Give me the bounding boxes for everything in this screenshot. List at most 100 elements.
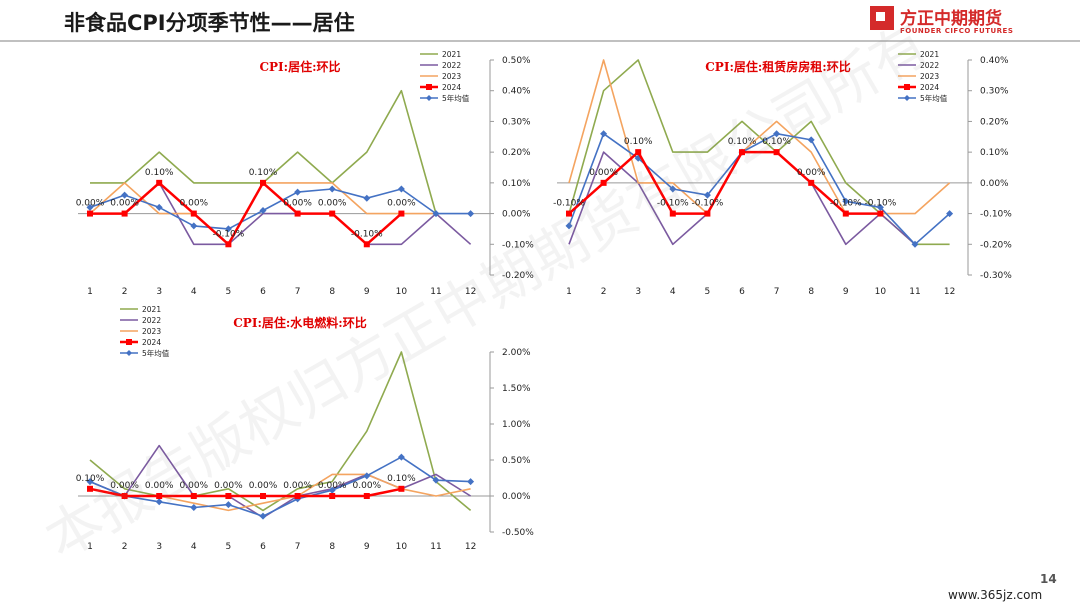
chart-title: CPI:居住:环比 xyxy=(259,59,340,74)
logo-text-cn: 方正中期期货 xyxy=(900,9,1002,29)
y-tick-label: 1.50% xyxy=(502,384,531,394)
data-label: 0.00% xyxy=(249,481,278,491)
y-tick-label: 0.30% xyxy=(980,87,1009,97)
x-tick-label: 11 xyxy=(430,287,441,297)
y-tick-label: 0.00% xyxy=(980,179,1009,189)
data-label: -0.10% xyxy=(691,199,723,209)
x-tick-label: 2 xyxy=(122,287,128,297)
series-point-2024 xyxy=(156,493,163,499)
x-tick-label: 8 xyxy=(808,287,814,297)
series-point-avg xyxy=(363,194,371,202)
series-point-2024 xyxy=(294,210,301,217)
x-tick-label: 7 xyxy=(295,287,301,297)
data-label: 0.00% xyxy=(145,481,174,491)
series-point-avg xyxy=(224,225,232,233)
x-tick-label: 2 xyxy=(122,542,128,552)
series-point-2024 xyxy=(739,149,745,156)
chart-2: CPI:居住:租赁房房租:环比 0.40% 0.30% 0.20% 0.10% 0.00%… xyxy=(553,50,1012,297)
x-tick-label: 3 xyxy=(156,287,162,297)
chart-1: CPI:居住:环比 0.50% 0.40% 0.30% 0.20% 0.10% 0.00% -… xyxy=(76,50,535,297)
legend-label-avg: 5年均值 xyxy=(920,93,948,103)
y-tick-label: 0.40% xyxy=(980,56,1009,66)
data-label: -0.10% xyxy=(657,199,689,209)
x-tick-label: 1 xyxy=(566,287,572,297)
series-point-2024 xyxy=(121,210,128,217)
x-tick-label: 5 xyxy=(226,287,232,297)
series-line-2024 xyxy=(568,150,881,215)
series-point-avg xyxy=(259,207,267,214)
series-point-2024 xyxy=(329,493,336,499)
series-point-2024 xyxy=(87,485,93,492)
series-point-avg xyxy=(155,203,163,211)
x-tick-label: 9 xyxy=(364,542,370,552)
x-tick-label: 6 xyxy=(260,287,266,297)
series-point-avg xyxy=(190,504,198,512)
series-point-avg xyxy=(294,188,302,196)
y-tick-label: -0.30% xyxy=(980,271,1012,281)
page-title: 非食品CPI分项季节性——居住 xyxy=(64,11,355,35)
x-tick-label: 9 xyxy=(843,287,849,297)
y-tick-label: 0.10% xyxy=(980,148,1009,158)
legend-marker xyxy=(426,84,432,90)
y-tick-label: 0.50% xyxy=(502,56,531,66)
data-label: -0.10% xyxy=(351,229,383,239)
series-point-2024 xyxy=(294,493,301,499)
series-line-avg xyxy=(89,456,471,517)
y-tick-label: -0.20% xyxy=(980,240,1012,250)
y-tick-label: 0.40% xyxy=(502,87,531,97)
y-tick-label: 1.00% xyxy=(502,420,531,430)
legend-label-2021: 2021 xyxy=(920,50,939,59)
x-tick-label: 6 xyxy=(260,542,266,552)
series-point-avg xyxy=(669,185,677,193)
data-label: 0.00% xyxy=(214,481,243,491)
x-tick-label: 12 xyxy=(465,287,476,297)
series-line-avg xyxy=(568,132,951,246)
legend-label-2023: 2023 xyxy=(142,327,161,336)
data-label: 0.00% xyxy=(797,168,826,178)
legend-label-2022: 2022 xyxy=(442,61,461,70)
y-tick-label: -0.20% xyxy=(502,271,534,281)
series-point-2024 xyxy=(225,241,232,248)
data-label: 0.10% xyxy=(249,168,278,178)
data-label: 0.10% xyxy=(76,474,105,484)
data-label: 0.00% xyxy=(110,481,139,491)
y-tick-label: 0.20% xyxy=(980,117,1009,127)
x-tick-label: 5 xyxy=(705,287,711,297)
data-label: 0.00% xyxy=(180,199,209,209)
x-tick-label: 4 xyxy=(191,287,197,297)
series-point-2024 xyxy=(225,493,232,499)
legend-label-2023: 2023 xyxy=(442,72,461,81)
series-point-avg xyxy=(363,472,371,480)
series-point-avg xyxy=(86,478,94,486)
series-point-2024 xyxy=(877,210,884,217)
series-line-2024 xyxy=(89,487,402,498)
series-point-avg xyxy=(190,222,198,230)
data-label: -0.10% xyxy=(830,199,862,209)
series-point-2024 xyxy=(669,210,676,217)
series-point-avg xyxy=(600,130,608,138)
legend-label-2021: 2021 xyxy=(142,305,161,314)
series-point-2024 xyxy=(566,210,572,217)
data-label: 0.00% xyxy=(353,481,382,491)
data-label: -0.10% xyxy=(553,199,585,209)
series-point-2024 xyxy=(156,179,163,186)
data-label: 0.00% xyxy=(110,199,139,209)
series-point-2024 xyxy=(260,179,266,186)
series-point-2024 xyxy=(635,149,642,156)
data-label: 0.10% xyxy=(728,137,757,147)
x-tick-label: 10 xyxy=(396,287,408,297)
data-label: 0.10% xyxy=(145,168,174,178)
y-tick-label: 0.30% xyxy=(502,117,531,127)
series-line-avg xyxy=(89,188,471,230)
x-tick-label: 6 xyxy=(739,287,745,297)
x-tick-label: 1 xyxy=(87,287,93,297)
y-tick-label: 0.10% xyxy=(502,179,531,189)
series-point-2024 xyxy=(704,210,711,217)
series-point-avg xyxy=(86,203,94,211)
x-tick-label: 12 xyxy=(465,542,476,552)
y-tick-label: 2.00% xyxy=(502,348,531,358)
y-tick-label: 0.20% xyxy=(502,148,531,158)
data-label: 0.00% xyxy=(318,199,347,209)
site-watermark: www.365jz.com xyxy=(948,588,1043,602)
logo-mark-icon xyxy=(870,6,894,30)
